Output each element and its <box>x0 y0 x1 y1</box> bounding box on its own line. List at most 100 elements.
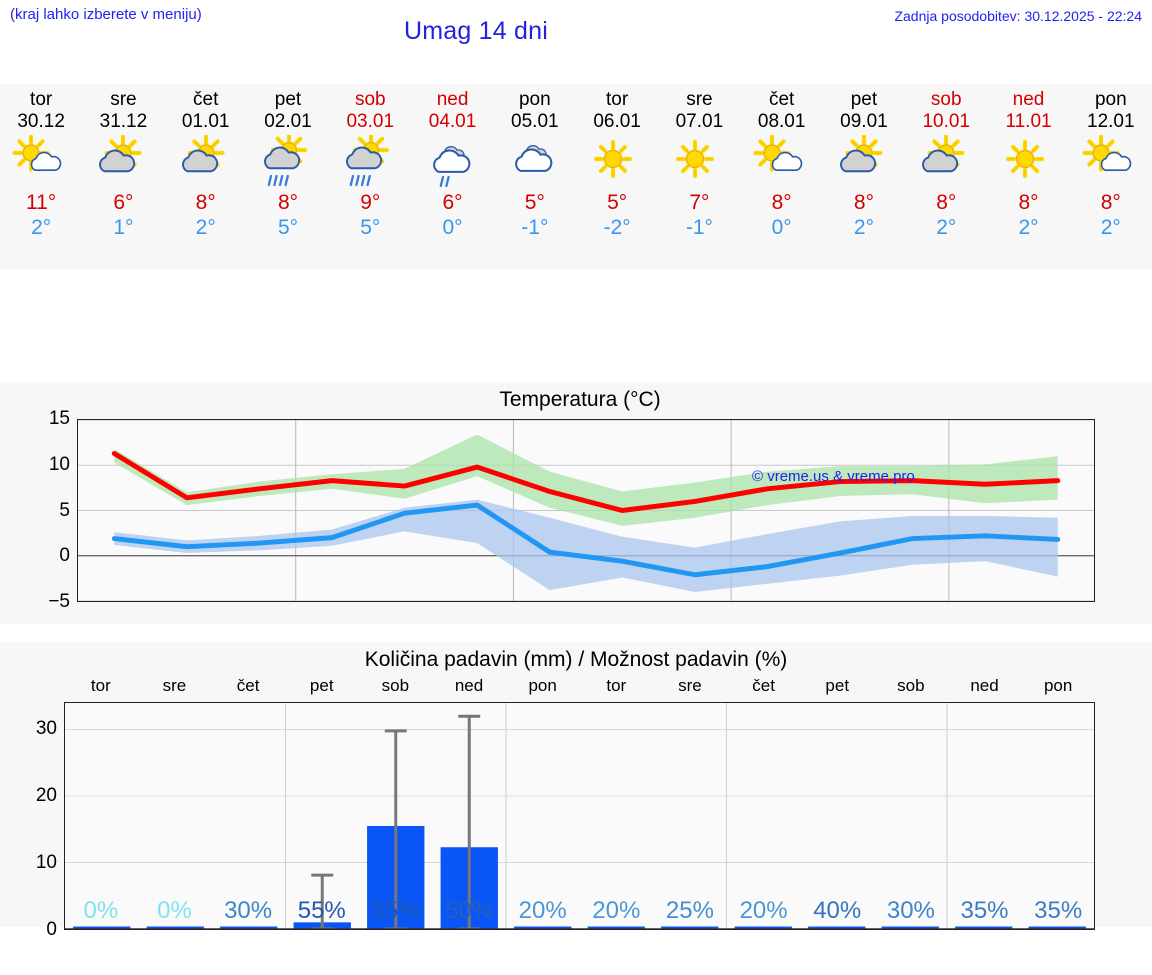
day-date: 05.01 <box>511 111 559 132</box>
day-min-temp: -1° <box>685 216 713 239</box>
day-min-temp: 5° <box>360 216 381 239</box>
day-column[interactable]: čet 08.01 8° 0° <box>741 84 823 269</box>
day-name: sre <box>686 89 713 110</box>
day-column[interactable]: sob 10.01 8° 2° <box>905 84 987 269</box>
day-max-temp: 6° <box>113 191 134 214</box>
day-min-temp: 5° <box>277 216 299 239</box>
day-max-temp: 5° <box>607 191 628 214</box>
precipitation-day-label: pet <box>309 676 334 695</box>
day-name: tor <box>606 89 629 110</box>
day-name: sob <box>354 89 386 110</box>
precipitation-day-label: ned <box>454 676 484 695</box>
cloud-rain-icon <box>414 135 492 187</box>
page-title: Umag 14 dni <box>404 17 548 45</box>
day-column[interactable]: tor 30.12 11° 2° <box>0 84 82 269</box>
precipitation-bars-svg <box>65 703 1094 929</box>
header-bar: (kraj lahko izberete v meniju) Umag 14 d… <box>0 0 1152 62</box>
day-date: 03.01 <box>346 111 395 132</box>
temperature-y-tick: −5 <box>48 591 70 612</box>
cloud-sun-icon <box>167 135 245 187</box>
precipitation-day-label: sre <box>162 676 187 695</box>
day-min-temp: -1° <box>521 216 549 239</box>
day-date: 06.01 <box>593 111 641 132</box>
day-max-temp: 7° <box>689 191 710 214</box>
precipitation-plot-area <box>64 702 1095 930</box>
precipitation-y-tick: 20 <box>35 784 57 806</box>
sun-cloud-icon <box>1072 135 1150 187</box>
day-max-temp: 11° <box>26 191 57 214</box>
precipitation-probability: 0% <box>157 897 192 924</box>
precipitation-probability: 30% <box>886 897 935 924</box>
day-name: tor <box>30 89 53 110</box>
day-name: sob <box>930 89 962 110</box>
day-name: pet <box>274 89 302 110</box>
day-column[interactable]: ned 04.01 6° 0° <box>411 84 493 269</box>
precipitation-probability: 40% <box>813 897 862 924</box>
day-date: 01.01 <box>181 111 230 132</box>
temperature-chart-title: Temperatura (°C) <box>499 388 661 411</box>
day-name: pon <box>518 89 551 110</box>
temperature-series-svg <box>78 420 1094 601</box>
day-column[interactable]: sre 31.12 6° 1° <box>82 84 164 269</box>
precipitation-day-labels: tor sre čet pet sob ned pon tor sre čet pet sob ned p… <box>64 676 1095 696</box>
day-min-temp: 2° <box>31 216 52 239</box>
day-column[interactable]: sre 07.01 7° -1° <box>658 84 740 269</box>
precipitation-day-label: čet <box>236 676 260 695</box>
precipitation-probability: 50% <box>445 897 494 924</box>
sun-icon <box>990 135 1068 187</box>
day-date: 07.01 <box>675 111 724 132</box>
precipitation-y-tick: 30 <box>35 717 57 739</box>
precipitation-day-label: sre <box>678 676 702 695</box>
last-updated-text: Zadnja posodobitev: 30.12.2025 - 22:24 <box>894 8 1142 24</box>
day-max-temp: 8° <box>771 191 792 214</box>
day-column[interactable]: pon 12.01 8° 2° <box>1070 84 1152 269</box>
day-max-temp: 8° <box>277 191 299 214</box>
day-name: ned <box>436 89 469 110</box>
menu-hint-text: (kraj lahko izberete v meniju) <box>10 6 202 23</box>
precipitation-probability: 20% <box>592 897 641 924</box>
day-date: 02.01 <box>264 111 312 132</box>
daily-forecast-strip: tor 30.12 11° 2° sre 31.12 6° 1° čet 01.01 8° 2°… <box>0 84 1152 269</box>
day-column[interactable]: pon 05.01 5° -1° <box>494 84 576 269</box>
day-max-temp: 8° <box>195 191 216 214</box>
day-name: čet <box>768 89 795 110</box>
day-name: pon <box>1094 89 1127 110</box>
precipitation-probability: 25% <box>665 897 714 924</box>
day-date: 12.01 <box>1087 111 1135 132</box>
day-min-temp: -2° <box>603 216 631 239</box>
cloud-sun-rain-icon <box>249 135 327 187</box>
temperature-plot-area <box>77 419 1095 602</box>
day-column[interactable]: tor 06.01 5° -2° <box>576 84 658 269</box>
day-date: 09.01 <box>840 111 888 132</box>
day-name: pet <box>850 89 878 110</box>
cloud-sun-icon <box>907 135 985 187</box>
day-max-temp: 9° <box>360 191 381 214</box>
day-column[interactable]: čet 01.01 8° 2° <box>165 84 247 269</box>
day-date: 04.01 <box>428 111 477 132</box>
day-name: čet <box>193 89 219 110</box>
precipitation-y-tick: 10 <box>35 851 57 873</box>
day-min-temp: 2° <box>1018 216 1039 239</box>
precipitation-probability: 35% <box>960 897 1009 924</box>
day-name: sre <box>110 89 137 110</box>
day-date: 30.12 <box>17 111 65 132</box>
day-date: 11.01 <box>1005 111 1052 132</box>
day-column[interactable]: pet 02.01 8° 5° <box>247 84 329 269</box>
precipitation-day-label: tor <box>90 676 111 695</box>
day-min-temp: 2° <box>195 216 216 239</box>
day-column[interactable]: sob 03.01 9° 5° <box>329 84 411 269</box>
day-min-temp: 0° <box>771 216 792 239</box>
day-date: 31.12 <box>99 111 148 132</box>
sun-cloud-icon <box>2 135 80 187</box>
precipitation-probability: 0% <box>83 897 119 924</box>
precipitation-day-label: sob <box>381 676 410 695</box>
day-min-temp: 0° <box>442 216 463 239</box>
precipitation-probability: 20% <box>739 897 788 924</box>
temperature-y-tick: 10 <box>48 453 70 475</box>
temperature-y-tick: 5 <box>59 499 70 521</box>
day-min-temp: 2° <box>936 216 957 239</box>
day-column[interactable]: ned 11.01 8° 2° <box>987 84 1069 269</box>
day-column[interactable]: pet 09.01 8° 2° <box>823 84 905 269</box>
day-min-temp: 2° <box>853 216 874 239</box>
day-name: ned <box>1012 89 1045 110</box>
